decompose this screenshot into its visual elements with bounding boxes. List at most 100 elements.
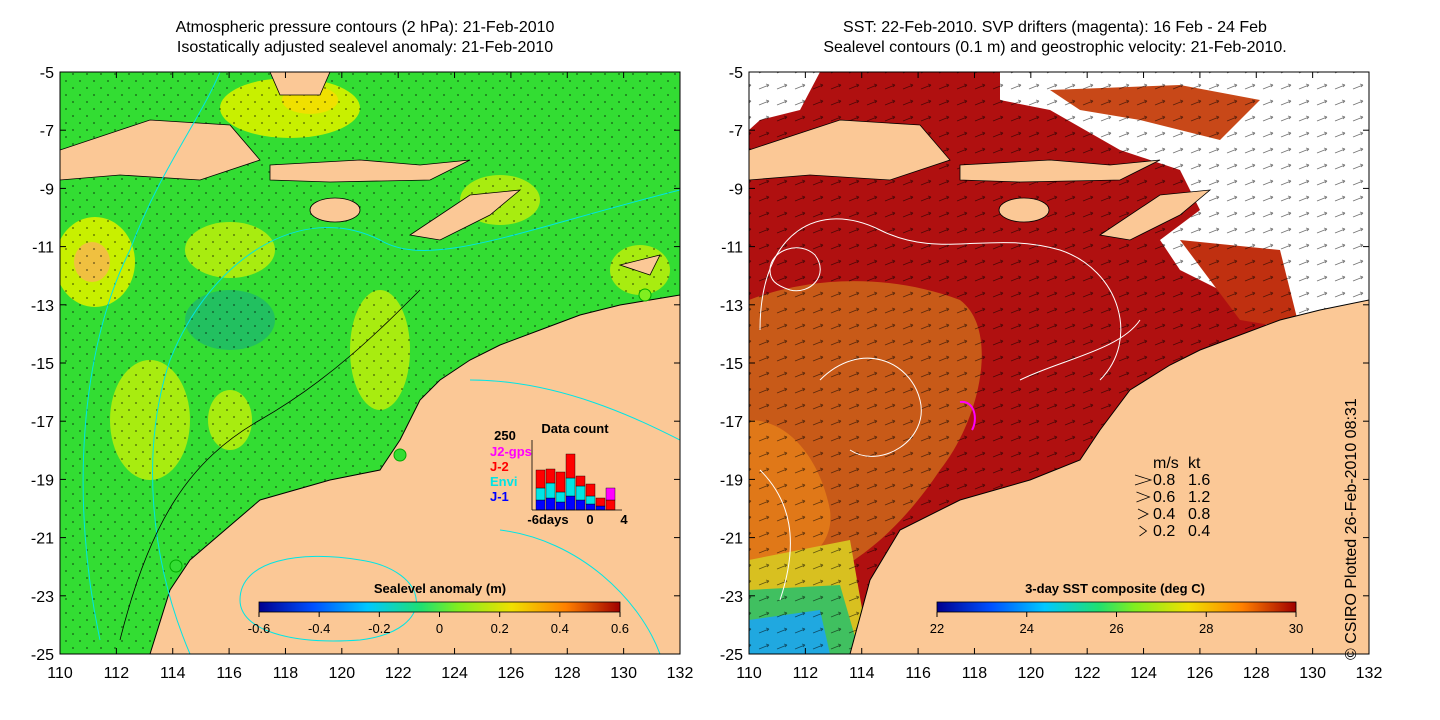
data-count-bar-segment (595, 505, 606, 511)
right-map-title: SST: 22-Feb-2010. SVP drifters (magenta)… (765, 18, 1345, 58)
velocity-legend-ms-value: 0.2 (1153, 523, 1175, 540)
pressure-contour-3 (239, 555, 417, 642)
sealevel-contour-2 (759, 218, 1122, 381)
tide-gauge-marker-1 (393, 448, 407, 462)
right-map-xtick-label: 132 (1356, 665, 1383, 682)
left-title-line1: Atmospheric pressure contours (2 hPa): 2… (175, 19, 555, 36)
left-map-ytick-label: -23 (31, 589, 54, 606)
left-map-xtick-label: 128 (554, 665, 581, 682)
data-count-bar-segment (595, 497, 606, 507)
pressure-contour-1 (82, 72, 221, 641)
data-count-bar-segment (555, 471, 566, 493)
data-count-bar-segment (535, 469, 546, 489)
left-map-xtick-label: 122 (385, 665, 412, 682)
pressure-contour-5 (499, 529, 661, 654)
right-colorbar-tick-label: 22 (930, 621, 944, 636)
right-map-ytick-label: -5 (729, 65, 743, 82)
right-map-ytick-label: -19 (720, 472, 743, 489)
data-count-bar-segment (535, 487, 546, 501)
left-map-xtick-label: 130 (610, 665, 637, 682)
right-map-ytick-label: -17 (720, 414, 743, 431)
sealevel-contour-3 (819, 357, 922, 457)
velocity-legend-ms-value: 0.6 (1153, 489, 1175, 506)
nusa-tenggara-right (959, 159, 1161, 183)
credit-label: © CSIRO Plotted 26-Feb-2010 08:31 (1343, 398, 1360, 660)
left-colorbar-tick-label: 0.6 (611, 621, 629, 636)
right-map-xtick-label: 116 (905, 665, 931, 682)
nusa-tenggara-islands (269, 159, 471, 183)
data-count-bar-segment (535, 499, 546, 511)
data-count-bar-segment (565, 477, 576, 497)
left-map-xtick-label: 132 (667, 665, 694, 682)
right-map-xtick-label: 124 (1130, 665, 1157, 682)
right-map-ytick-label: -15 (720, 356, 743, 373)
velocity-legend-kt-value: 0.8 (1188, 506, 1210, 523)
velocity-legend-arrow (1137, 508, 1149, 520)
svp-drifter-track (959, 400, 976, 431)
data-count-title: Data count (541, 421, 609, 436)
left-map-ytick-label: -25 (31, 647, 54, 664)
left-map-xtick-label: 112 (104, 665, 130, 682)
left-map-ytick-label: -15 (31, 356, 54, 373)
right-title-line2: Sealevel contours (0.1 m) and geostrophi… (823, 39, 1287, 56)
australia-landmass-right (849, 299, 1369, 654)
data-count-bar-segment (545, 497, 556, 511)
right-map-ytick-label: -25 (720, 647, 743, 664)
right-map-xtick-label: 130 (1299, 665, 1326, 682)
left-map-ytick-label: -19 (31, 472, 54, 489)
left-map-ytick-label: -13 (31, 298, 54, 315)
pressure-contour-4 (469, 379, 680, 441)
data-count-bar-segment (605, 487, 616, 501)
data-count-xlabel-zero: 0 (586, 512, 593, 527)
right-map-ytick-label: -23 (720, 589, 743, 606)
left-colorbar-title: Sealevel anomaly (m) (374, 581, 506, 596)
right-map-ytick-label: -9 (729, 181, 743, 198)
left-map-ytick-label: -17 (31, 414, 54, 431)
left-colorbar-tick-label: -0.6 (248, 621, 270, 636)
java-island (60, 119, 261, 181)
data-count-bar-segment (585, 483, 596, 497)
sumba-island-right (998, 197, 1050, 223)
data-count-bar-segment (605, 499, 616, 511)
bathymetry-contour (119, 289, 421, 641)
right-colorbar: 3-day SST composite (deg C) 22 24 26 28 30 (930, 581, 1303, 636)
left-map-xtick-label: 110 (47, 665, 73, 682)
right-colorbar-tick-label: 28 (1199, 621, 1213, 636)
velocity-legend-ms-value: 0.4 (1153, 506, 1175, 523)
data-count-bar-segment (555, 501, 566, 511)
left-colorbar-gradient (258, 601, 621, 613)
right-map-xtick-label: 122 (1074, 665, 1101, 682)
right-map-xtick-label: 120 (1017, 665, 1044, 682)
tide-gauge-marker-2 (638, 288, 652, 302)
data-count-bar-segment (575, 475, 586, 487)
timor-island-right (1098, 189, 1212, 241)
data-count-bar-segment (565, 453, 576, 479)
velocity-legend-rows: 0.8 1.60.6 1.20.4 0.80.2 0.4 (1134, 472, 1210, 540)
left-colorbar-tick-label: 0 (436, 621, 443, 636)
data-count-bar-segment (545, 468, 556, 484)
left-map-xtick-label: 124 (441, 665, 468, 682)
java-island-right (749, 119, 951, 181)
data-count-xlabel-start: -6days (527, 512, 568, 527)
right-map-xtick-label: 128 (1243, 665, 1270, 682)
data-count-bars (535, 453, 616, 511)
left-map-axes: 110 112 114 116 118 120 122 124 126 128 130 132 -5 -7… (31, 65, 694, 682)
tide-gauge-marker-3 (169, 559, 183, 573)
right-colorbar-tick-label: 26 (1109, 621, 1123, 636)
left-map-ytick-label: -7 (40, 123, 54, 140)
velocity-legend-ms-value: 0.8 (1153, 472, 1175, 489)
data-count-legend-item: J2-gps (490, 444, 532, 459)
timor-island (408, 189, 522, 241)
sealevel-contour-4 (1019, 319, 1141, 381)
sulawesi-tip (269, 72, 331, 96)
data-count-bar-segment (585, 495, 596, 505)
right-map (749, 72, 1369, 654)
left-colorbar: Sealevel anomaly (m) -0.6 -0.4 -0.2 0 0.2 0.4… (248, 581, 629, 636)
velocity-legend: m/s kt 0.8 1.60.6 1.20.4 0.80.2 0.4 (1134, 455, 1210, 540)
right-map-xtick-label: 118 (962, 665, 988, 682)
right-colorbar-gradient (936, 601, 1297, 613)
sealevel-contour-5 (759, 469, 791, 601)
data-count-bar-segment (565, 495, 576, 511)
